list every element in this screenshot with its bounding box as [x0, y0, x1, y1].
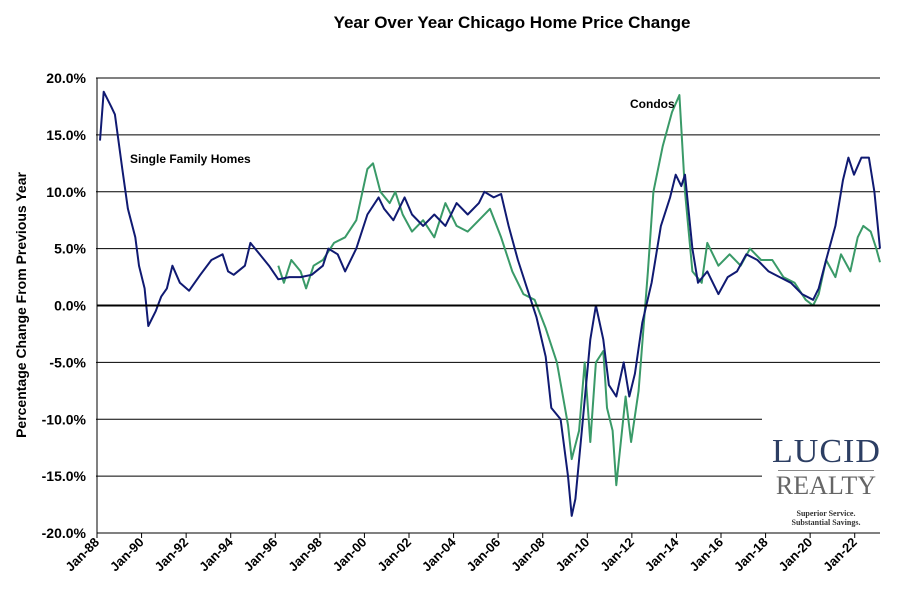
y-tick-label: 0.0% — [54, 298, 86, 314]
logo-divider — [778, 470, 874, 471]
lucid-realty-logo: LUCID REALTY Superior Service. Substantia… — [772, 433, 881, 528]
x-tick-label: Jan-14 — [642, 534, 682, 574]
y-tick-label: -10.0% — [42, 411, 87, 427]
annotation-condos: Condos — [630, 97, 675, 111]
x-tick-label: Jan-04 — [419, 534, 459, 574]
logo-line1: LUCID — [772, 433, 881, 470]
y-tick-label: 15.0% — [46, 127, 86, 143]
x-tick-label: Jan-08 — [508, 535, 548, 575]
x-tick-label: Jan-12 — [597, 535, 637, 575]
tagline-1: Superior Service. — [796, 509, 856, 518]
y-tick-label: 5.0% — [54, 241, 86, 257]
y-tick-label: -5.0% — [49, 354, 86, 370]
y-tick-label: 20.0% — [46, 70, 86, 86]
chart-title: Year Over Year Chicago Home Price Change — [334, 13, 691, 32]
annotation-single-family: Single Family Homes — [130, 152, 251, 166]
x-tick-label: Jan-06 — [464, 535, 504, 575]
y-axis-label: Percentage Change From Previous Year — [13, 172, 29, 438]
tagline-2: Substantial Savings. — [791, 518, 861, 527]
x-tick-label: Jan-90 — [107, 535, 147, 575]
y-tick-label: -20.0% — [42, 525, 87, 541]
x-tick-label: Jan-00 — [330, 535, 370, 575]
x-tick-label: Jan-02 — [374, 535, 414, 575]
y-tick-label: -15.0% — [42, 468, 87, 484]
x-tick-label: Jan-22 — [820, 535, 860, 575]
logo-tagline: Superior Service. Substantial Savings. — [772, 509, 880, 527]
x-tick-label: Jan-16 — [686, 535, 726, 575]
series-line-single_family — [99, 90, 881, 517]
y-tick-label: 10.0% — [46, 184, 86, 200]
x-tick-label: Jan-20 — [776, 535, 816, 575]
x-tick-label: Jan-98 — [285, 535, 325, 575]
x-tick-label: Jan-94 — [196, 534, 236, 574]
x-tick-label: Jan-10 — [553, 535, 593, 575]
x-tick-label: Jan-18 — [731, 535, 771, 575]
logo-line2: REALTY — [775, 471, 877, 500]
x-tick-label: Jan-96 — [241, 535, 281, 575]
x-tick-label: Jan-92 — [152, 535, 192, 575]
series-line-condos — [277, 94, 881, 487]
